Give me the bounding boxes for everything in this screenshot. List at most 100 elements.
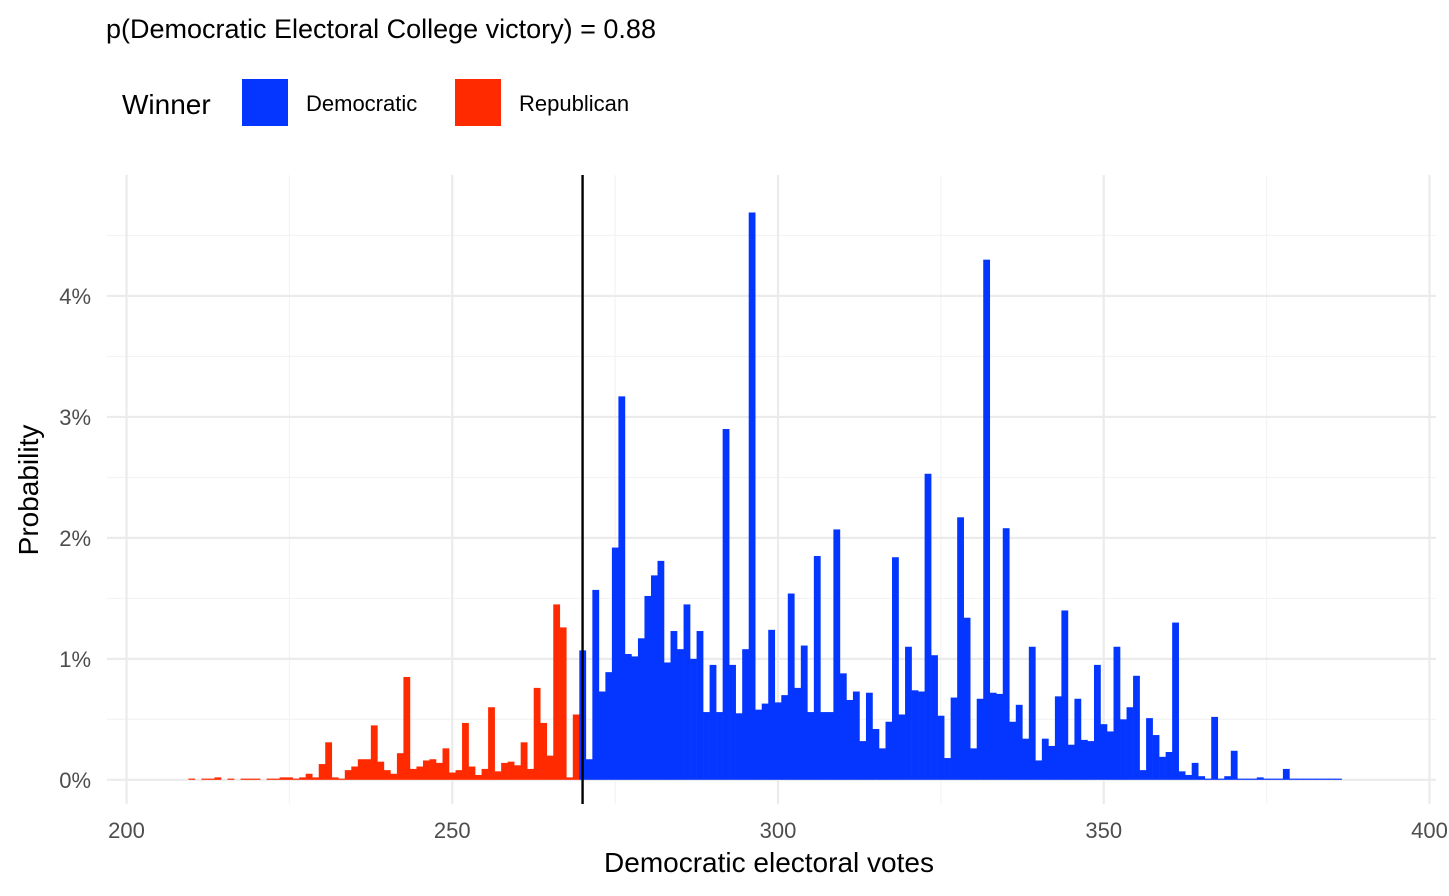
bar-democratic [911, 690, 919, 780]
bar-republican [325, 742, 333, 780]
gridlines [107, 175, 1436, 804]
bar-democratic [1335, 778, 1342, 780]
bar-democratic [1165, 751, 1173, 780]
bar-republican [566, 777, 574, 780]
bar-democratic [1080, 739, 1088, 780]
bar-republican [494, 771, 502, 780]
bar-democratic [1328, 778, 1336, 780]
bar-democratic [1087, 741, 1095, 780]
bar-republican [364, 759, 372, 780]
bar-republican [527, 768, 535, 780]
bar-republican [442, 748, 450, 780]
bar-republican [357, 759, 365, 780]
legend-title: Winner [122, 89, 211, 120]
bar-democratic [1061, 610, 1069, 780]
bar-republican [201, 778, 209, 780]
bar-democratic [729, 664, 736, 780]
bar-republican [468, 766, 476, 780]
bar-democratic [1146, 718, 1153, 780]
bar-republican [338, 778, 346, 780]
bar-republican [416, 766, 424, 780]
bar-republican [344, 770, 352, 780]
legend-label-republican: Republican [519, 91, 629, 116]
bar-democratic [878, 748, 886, 780]
legend: Winner Democratic Republican [122, 79, 629, 126]
bar-democratic [950, 697, 958, 780]
bar-democratic [1041, 738, 1049, 780]
bar-democratic [1211, 716, 1219, 780]
bar-democratic [963, 617, 971, 780]
legend-label-democratic: Democratic [306, 91, 417, 116]
bar-democratic [1022, 738, 1030, 780]
bar-democratic [1107, 731, 1114, 780]
y-tick-label: 0% [59, 768, 91, 793]
bar-democratic [618, 396, 626, 780]
bar-democratic [709, 664, 717, 780]
bar-democratic [1015, 704, 1023, 780]
bar-democratic [735, 713, 743, 780]
bar-democratic [1159, 756, 1166, 780]
bar-republican [370, 725, 378, 780]
bar-democratic [1308, 778, 1316, 780]
bar-democratic [1178, 771, 1186, 780]
bar-democratic [781, 695, 789, 780]
bar-democratic [807, 712, 815, 780]
bar-democratic [1002, 528, 1010, 780]
bar-democratic [1185, 774, 1192, 780]
bar-democratic [677, 649, 684, 780]
legend-swatch-republican [455, 79, 501, 126]
x-axis-title: Democratic electoral votes [604, 847, 934, 878]
bar-republican [331, 777, 339, 780]
bar-republican [429, 759, 437, 780]
y-tick-label: 1% [59, 647, 91, 672]
bar-democratic [1198, 776, 1206, 780]
bar-democratic [1054, 696, 1062, 780]
bar-democratic [852, 691, 860, 780]
bar-democratic [1269, 778, 1277, 780]
bar-republican [253, 778, 261, 780]
bar-democratic [800, 645, 808, 780]
bar-democratic [839, 673, 847, 780]
bar-democratic [1282, 768, 1290, 780]
bar-democratic [670, 631, 678, 780]
bar-democratic [872, 729, 880, 780]
bar-democratic [924, 473, 932, 780]
bar-democratic [859, 741, 867, 780]
bar-republican [286, 777, 293, 780]
bar-democratic [637, 638, 645, 780]
bar-democratic [1035, 760, 1043, 780]
bar-democratic [690, 658, 697, 780]
bar-republican [501, 762, 508, 780]
bar-democratic [885, 721, 893, 780]
bar-democratic [892, 557, 899, 780]
bar-republican [227, 778, 235, 780]
x-tick-label: 250 [434, 818, 471, 843]
bar-democratic [1250, 778, 1258, 780]
bar-democratic [605, 672, 613, 780]
bar-republican [377, 761, 385, 780]
bar-republican [240, 778, 248, 780]
bar-republican [383, 770, 391, 780]
bar-democratic [657, 560, 665, 780]
bar-democratic [755, 709, 763, 780]
bar-republican [292, 778, 300, 780]
bar-democratic [598, 691, 606, 780]
bar-democratic [1133, 675, 1140, 780]
bar-democratic [1217, 778, 1225, 780]
bar-democratic [1067, 744, 1075, 780]
bar-democratic [1256, 777, 1264, 780]
bar-republican [507, 761, 515, 780]
bar-republican [475, 774, 482, 780]
bar-democratic [970, 748, 978, 780]
bar-republican [520, 742, 528, 780]
bar-republican [351, 766, 359, 780]
bar-republican [553, 604, 561, 780]
bar-republican [266, 778, 274, 780]
bar-democratic [1243, 778, 1251, 780]
legend-swatch-democratic [242, 79, 288, 126]
bar-republican [422, 760, 430, 780]
x-axis-ticks: 200 250 300 350 400 [108, 818, 1448, 843]
bar-democratic [1315, 778, 1323, 780]
bar-democratic [931, 655, 938, 780]
bar-republican [481, 768, 489, 780]
